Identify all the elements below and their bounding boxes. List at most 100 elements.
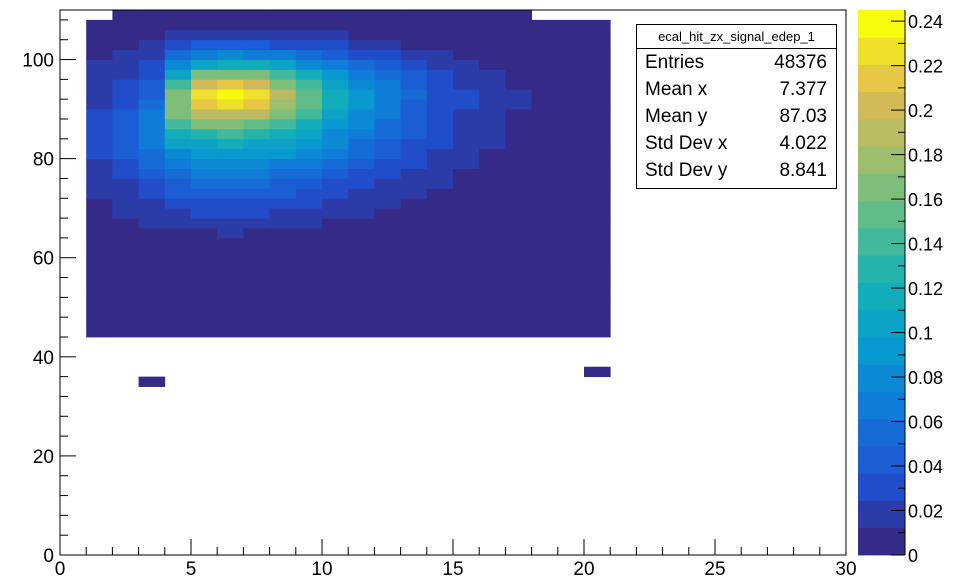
heatmap-cell xyxy=(400,327,428,338)
heatmap-cell xyxy=(191,267,218,278)
heatmap-cell xyxy=(426,79,454,90)
heatmap-cell xyxy=(348,297,375,308)
heatmap-cell xyxy=(112,267,139,278)
z-tick-label: 0.04 xyxy=(908,457,943,477)
heatmap-cell xyxy=(348,257,375,269)
heatmap-cell xyxy=(479,257,506,269)
stats-mean-y-label: Mean y xyxy=(645,105,708,127)
heatmap-cell xyxy=(86,178,113,189)
heatmap-cell xyxy=(269,168,297,179)
heatmap-cell xyxy=(269,138,297,150)
heatmap-cell xyxy=(164,277,192,288)
heatmap-cell xyxy=(584,49,611,60)
heatmap-cell xyxy=(453,237,480,249)
heatmap-cell xyxy=(138,317,166,328)
heatmap-cell xyxy=(505,218,532,229)
heatmap-cell xyxy=(269,327,297,338)
heatmap-cell xyxy=(584,69,611,80)
palette-band xyxy=(858,173,905,202)
heatmap-cell xyxy=(584,19,611,31)
heatmap-cell xyxy=(505,39,532,51)
heatmap-cell xyxy=(191,218,218,229)
heatmap-cell xyxy=(557,297,585,308)
heatmap-cell xyxy=(322,218,349,229)
heatmap-cell xyxy=(295,237,323,249)
heatmap-cell xyxy=(191,49,218,60)
heatmap-cell xyxy=(453,218,480,229)
heatmap-cell xyxy=(505,228,532,239)
heatmap-cell xyxy=(164,208,192,219)
heatmap-cell xyxy=(112,198,139,209)
palette-band xyxy=(858,282,905,311)
heatmap-cell xyxy=(453,287,480,298)
heatmap-cell xyxy=(191,317,218,328)
heatmap-cell xyxy=(322,19,349,31)
heatmap-cell xyxy=(269,148,297,160)
palette-band xyxy=(858,37,905,65)
heatmap-cell xyxy=(426,287,454,298)
heatmap-cell xyxy=(479,247,506,259)
heatmap-cell xyxy=(138,69,166,80)
heatmap-cell xyxy=(269,287,297,298)
heatmap-cell xyxy=(531,257,559,269)
heatmap-cell xyxy=(557,49,585,60)
x-tick-label: 15 xyxy=(442,559,463,579)
heatmap-cell xyxy=(138,148,166,160)
heatmap-cell xyxy=(400,228,428,239)
heatmap-cell xyxy=(531,277,559,288)
heatmap-cell xyxy=(453,89,480,100)
heatmap-cell xyxy=(479,49,506,60)
heatmap-cell xyxy=(505,307,532,318)
heatmap-cell xyxy=(164,79,192,90)
heatmap-cell xyxy=(374,198,401,209)
heatmap-cell xyxy=(269,39,297,51)
heatmap-cell xyxy=(243,208,270,219)
heatmap-cell xyxy=(164,10,192,21)
heatmap-cell xyxy=(112,89,139,100)
heatmap-cell xyxy=(138,158,166,169)
heatmap-cell xyxy=(584,148,611,160)
heatmap-cell xyxy=(138,247,166,259)
palette-band xyxy=(858,337,905,365)
heatmap-cell xyxy=(505,119,532,130)
heatmap-cell xyxy=(243,99,270,110)
heatmap-cell xyxy=(217,228,244,239)
heatmap-cell xyxy=(531,19,559,31)
heatmap-cell xyxy=(531,128,559,140)
heatmap-cell xyxy=(243,327,270,338)
heatmap-cell xyxy=(505,138,532,150)
heatmap-cell xyxy=(269,158,297,169)
heatmap-cell xyxy=(191,277,218,288)
heatmap-cell xyxy=(426,307,454,318)
heatmap-cell xyxy=(164,307,192,318)
heatmap-cell xyxy=(269,19,297,31)
heatmap-cell xyxy=(479,287,506,298)
heatmap-cell xyxy=(86,79,113,90)
heatmap-cell xyxy=(531,327,559,338)
heatmap-cell xyxy=(557,327,585,338)
heatmap-cell xyxy=(269,228,297,239)
heatmap-cell xyxy=(295,307,323,318)
heatmap-cell xyxy=(453,109,480,120)
heatmap-cell xyxy=(217,198,244,209)
heatmap-cell xyxy=(584,79,611,90)
heatmap-cell xyxy=(217,19,244,31)
heatmap-cell xyxy=(479,297,506,308)
heatmap-cell xyxy=(453,10,480,21)
stats-entries-label: Entries xyxy=(645,51,705,73)
stats-box: ecal_hit_zx_signal_edep_1 Entries 48376 … xyxy=(636,24,837,189)
heatmap-cell xyxy=(348,307,375,318)
heatmap-cell xyxy=(426,317,454,328)
heatmap-cell xyxy=(112,247,139,259)
heatmap-cell xyxy=(217,257,244,269)
heatmap-cell xyxy=(295,257,323,269)
heatmap-cell xyxy=(505,19,532,31)
palette-band xyxy=(858,146,905,174)
stats-row-mean-y: Mean y 87.03 xyxy=(637,103,836,130)
heatmap-cell xyxy=(86,287,113,298)
palette-band xyxy=(858,10,905,38)
heatmap-cell xyxy=(426,198,454,209)
heatmap-cell xyxy=(164,39,192,51)
heatmap-cell xyxy=(138,277,166,288)
heatmap-cell xyxy=(557,119,585,130)
